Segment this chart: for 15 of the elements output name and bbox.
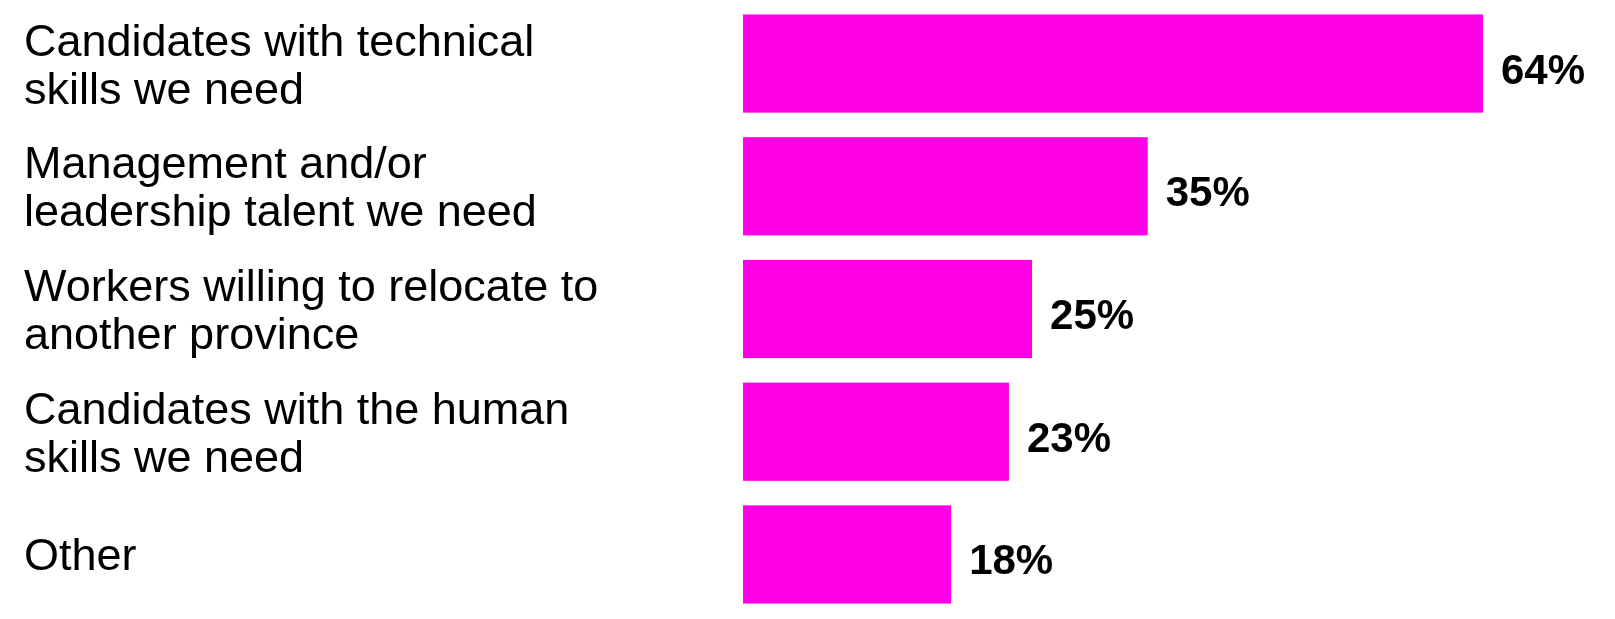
bar <box>743 137 1148 236</box>
data-label: 35% <box>1165 168 1250 216</box>
y-tick-label: Workers willing to relocate to another province <box>24 260 599 359</box>
bar <box>743 14 1483 113</box>
bar <box>743 505 952 604</box>
y-tick-label: Candidates with technical skills we need <box>24 14 535 114</box>
y-tick-label: Management and/or leadership talent we need <box>24 137 537 237</box>
y-tick-label: Other <box>24 529 137 581</box>
data-label: 25% <box>1050 291 1135 338</box>
data-label: 64% <box>1501 45 1586 93</box>
bar <box>743 382 1009 481</box>
data-label: 23% <box>1026 413 1111 461</box>
data-label: 18% <box>969 536 1054 584</box>
bar <box>743 259 1033 359</box>
y-tick-label: Candidates with the human skills we need <box>24 382 570 482</box>
